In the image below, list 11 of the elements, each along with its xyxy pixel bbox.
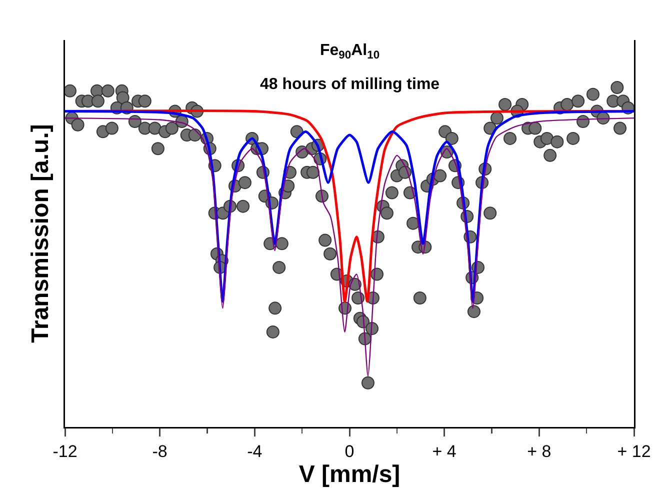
x-tick-label: + 4	[432, 442, 456, 461]
x-tick-label: + 8	[527, 442, 552, 461]
chart-subtitle: 48 hours of milling time	[260, 76, 440, 93]
x-tick-label: 0	[344, 442, 354, 461]
y-axis-title: Transmission [a.u.]	[26, 124, 54, 343]
chart-title: Fe$_{90}$Al$_{10}$	[320, 42, 380, 62]
x-tick-label: -8	[152, 442, 168, 461]
x-tick-label: + 12	[617, 442, 651, 461]
x-tick-label: -4	[247, 442, 262, 461]
x-axis-title: V [mm/s]	[298, 460, 400, 488]
x-tick-label: -12	[52, 442, 78, 461]
